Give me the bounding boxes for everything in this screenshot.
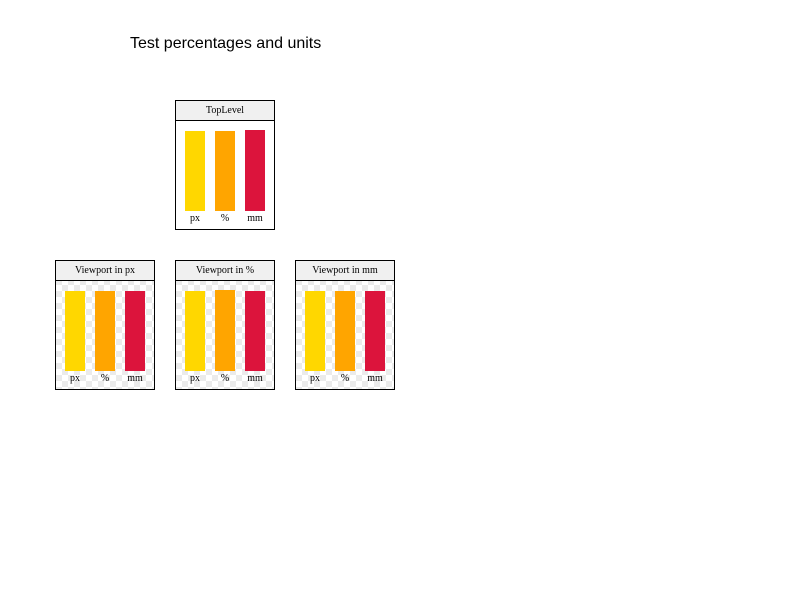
percent-bar — [215, 131, 235, 211]
px-bar — [305, 291, 325, 371]
panel-body: px % mm — [176, 121, 274, 231]
px-bar — [185, 291, 205, 371]
mm-bar — [125, 291, 145, 371]
px-label: px — [190, 373, 200, 384]
panel-body: px % mm — [176, 281, 274, 391]
percent-label: % — [100, 373, 110, 384]
mm-bar — [245, 130, 265, 211]
viewport-mm-panel: Viewport in mm px % mm — [295, 260, 395, 390]
percent-bar — [215, 290, 235, 371]
percent-bar — [95, 291, 115, 371]
px-label: px — [70, 373, 80, 384]
panel-header: Viewport in % — [176, 261, 274, 281]
px-bar — [65, 291, 85, 371]
panel-header: TopLevel — [176, 101, 274, 121]
mm-label: mm — [127, 373, 143, 384]
percent-bar — [335, 291, 355, 371]
mm-label: mm — [367, 373, 383, 384]
percent-label: % — [340, 373, 350, 384]
px-label: px — [190, 213, 200, 224]
mm-bar — [365, 291, 385, 371]
panel-header: Viewport in mm — [296, 261, 394, 281]
mm-label: mm — [247, 213, 263, 224]
panel-body: px % mm — [56, 281, 154, 391]
toplevel-panel: TopLevel px % mm — [175, 100, 275, 230]
viewport-percent-panel: Viewport in % px % mm — [175, 260, 275, 390]
panel-header: Viewport in px — [56, 261, 154, 281]
viewport-px-panel: Viewport in px px % mm — [55, 260, 155, 390]
panel-body: px % mm — [296, 281, 394, 391]
percent-label: % — [220, 373, 230, 384]
px-label: px — [310, 373, 320, 384]
px-bar — [185, 131, 205, 211]
percent-label: % — [220, 213, 230, 224]
mm-label: mm — [247, 373, 263, 384]
mm-bar — [245, 291, 265, 371]
page-title: Test percentages and units — [130, 35, 322, 52]
